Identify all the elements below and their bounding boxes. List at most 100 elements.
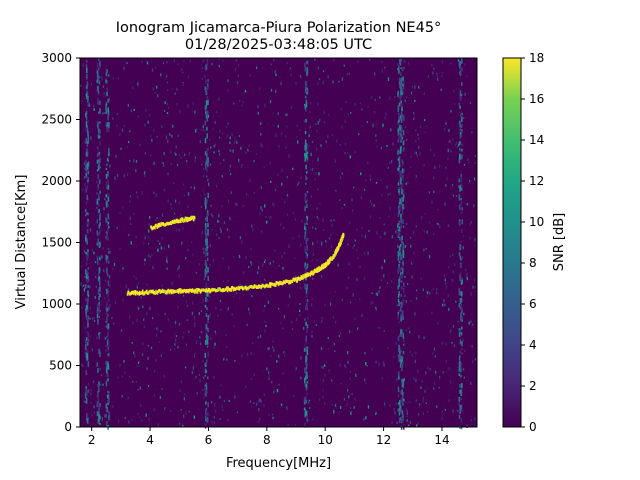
noise-cell (322, 70, 325, 73)
noise-cell (391, 421, 393, 425)
noise-cell (356, 228, 358, 232)
noise-cell (183, 59, 185, 62)
noise-cell (205, 226, 207, 231)
noise-cell (466, 75, 468, 78)
noise-cell (460, 183, 463, 188)
trace-cell (171, 291, 174, 295)
noise-cell (400, 139, 402, 143)
noise-cell (410, 166, 412, 169)
noise-cell (204, 270, 207, 276)
noise-cell (199, 336, 201, 339)
trace-cell (180, 220, 182, 224)
noise-cell (300, 356, 302, 360)
noise-cell (107, 340, 110, 347)
noise-cell (204, 74, 206, 78)
trace-cell (196, 290, 199, 294)
noise-cell (398, 187, 400, 193)
noise-cell (453, 89, 455, 93)
noise-cell (473, 278, 476, 281)
noise-cell (469, 237, 471, 240)
noise-cell (116, 124, 118, 128)
noise-cell (98, 416, 100, 422)
noise-cell (306, 263, 309, 269)
noise-cell (97, 368, 99, 373)
noise-cell (318, 78, 321, 81)
noise-cell (282, 226, 285, 230)
noise-cell (207, 411, 209, 417)
noise-cell (305, 287, 308, 294)
noise-cell (464, 63, 466, 66)
noise-cell (359, 298, 361, 301)
noise-cell (370, 199, 372, 203)
noise-cell (336, 139, 338, 143)
noise-cell (205, 100, 208, 106)
noise-cell (97, 387, 100, 392)
noise-cell (401, 286, 403, 290)
trace-cell (127, 290, 130, 294)
noise-cell (333, 342, 335, 346)
noise-cell (399, 95, 402, 102)
noise-cell (84, 141, 86, 144)
noise-cell (198, 374, 201, 376)
noise-cell (397, 131, 400, 136)
noise-cell (185, 343, 188, 346)
noise-cell (86, 73, 88, 80)
noise-cell (397, 67, 399, 71)
noise-cell (397, 254, 400, 261)
trace-cell (321, 266, 324, 270)
noise-cell (185, 300, 188, 304)
trace-cell (150, 225, 153, 229)
noise-cell (174, 92, 176, 95)
noise-cell (397, 90, 399, 94)
noise-cell (99, 158, 101, 164)
noise-cell (305, 164, 307, 170)
noise-cell (449, 140, 451, 143)
trace-cell (171, 289, 173, 293)
noise-cell (420, 386, 422, 390)
noise-cell (201, 77, 204, 81)
noise-cell (126, 173, 129, 177)
noise-cell (370, 96, 373, 99)
noise-cell (461, 326, 463, 329)
noise-cell (444, 409, 447, 411)
noise-cell (97, 74, 99, 81)
noise-cell (304, 196, 306, 202)
noise-cell (356, 278, 358, 282)
noise-cell (250, 261, 252, 264)
noise-cell (98, 286, 101, 292)
noise-cell (306, 381, 309, 384)
noise-cell (251, 295, 253, 298)
noise-cell (322, 395, 324, 399)
noise-cell (148, 113, 151, 117)
noise-cell (215, 332, 217, 336)
noise-cell (97, 303, 99, 308)
noise-cell (205, 313, 208, 318)
noise-cell (312, 277, 314, 281)
noise-cell (393, 407, 395, 411)
noise-cell (418, 335, 420, 339)
noise-cell (304, 318, 306, 321)
noise-cell (464, 268, 467, 272)
noise-cell (233, 324, 235, 327)
noise-cell (182, 335, 184, 339)
noise-cell (87, 290, 89, 296)
noise-cell (332, 315, 335, 319)
noise-cell (108, 216, 110, 220)
noise-cell (97, 85, 99, 92)
y-axis-label: Virtual Distance[Km] (14, 175, 29, 310)
trace-cell (179, 220, 181, 224)
noise-cell (450, 329, 452, 333)
noise-cell (420, 277, 422, 281)
noise-cell (344, 152, 346, 155)
noise-cell (87, 338, 90, 342)
noise-cell (98, 232, 101, 235)
noise-cell (310, 152, 312, 157)
trace-cell (194, 288, 197, 292)
noise-cell (165, 135, 168, 140)
noise-cell (277, 173, 279, 176)
noise-cell (132, 86, 134, 90)
noise-cell (334, 320, 337, 324)
noise-cell (145, 311, 148, 316)
noise-cell (312, 242, 314, 246)
